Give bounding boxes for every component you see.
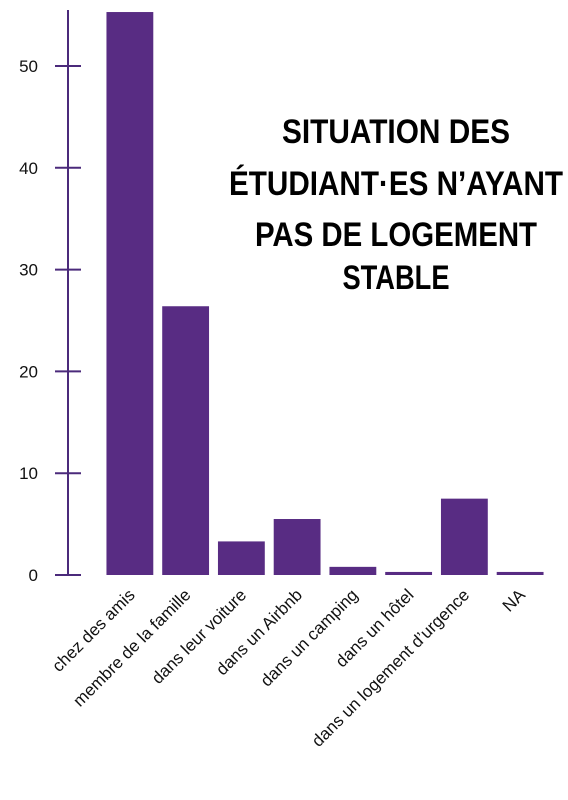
bar: [106, 12, 154, 576]
y-tick-label: 10: [19, 464, 38, 483]
bar: [217, 541, 265, 575]
bar: [385, 571, 433, 575]
bar: [440, 498, 488, 575]
bar: [273, 519, 321, 575]
chart-title: PAS DE LOGEMENT: [255, 216, 537, 254]
bar: [496, 571, 544, 575]
y-tick-label: 0: [29, 566, 38, 585]
y-tick-label: 20: [19, 362, 38, 381]
chart-title: ÉTUDIANT·ES N’AYANT: [229, 165, 563, 203]
bar: [329, 566, 377, 575]
x-tick-label: NA: [499, 585, 530, 616]
y-tick-label: 50: [19, 57, 38, 76]
x-tick-label: dans un camping: [257, 585, 362, 690]
chart-title: STABLE: [343, 259, 450, 297]
y-tick-label: 40: [19, 159, 38, 178]
x-tick-label: dans leur voiture: [148, 585, 250, 687]
y-tick-label: 30: [19, 261, 38, 280]
chart-title: SITUATION DES: [282, 113, 510, 151]
bar: [162, 306, 210, 575]
